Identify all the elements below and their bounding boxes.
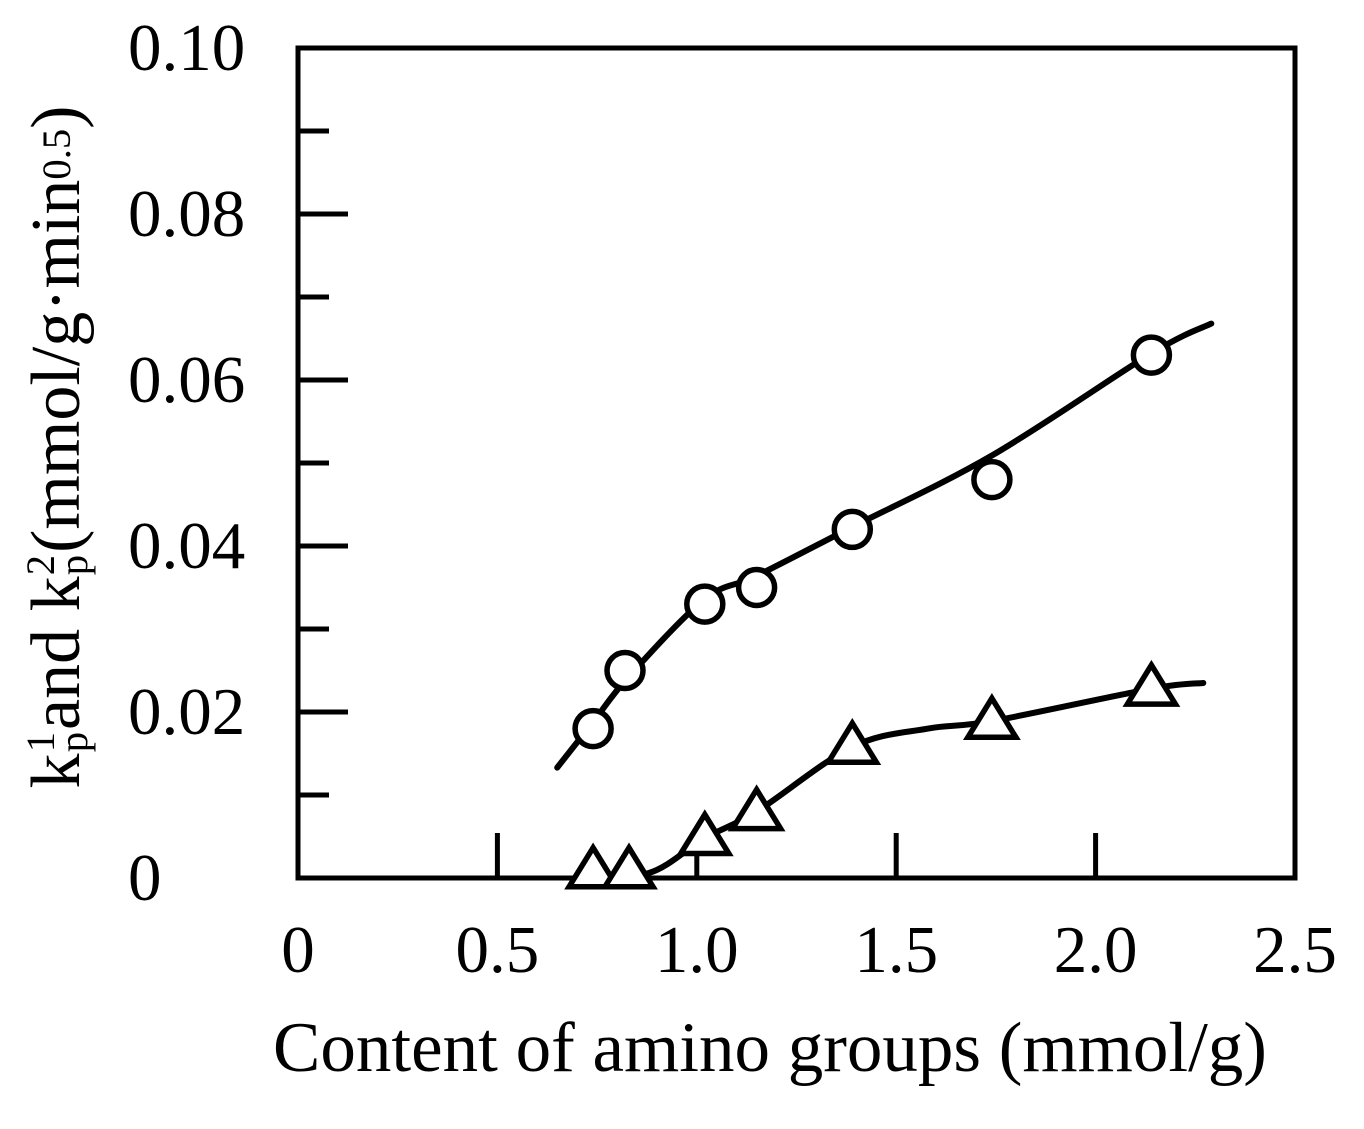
y-tick-label: 0.10	[128, 11, 246, 85]
circle-marker	[604, 649, 646, 692]
x-tick-label: 2.0	[1053, 913, 1138, 987]
y-tick-label: 0.08	[128, 177, 246, 251]
circle-marker	[572, 707, 614, 750]
circle-marker	[971, 458, 1013, 501]
x-tick-label: 1.0	[654, 913, 739, 987]
x-tick-label: 0	[281, 913, 315, 987]
y-tick-label: 0.02	[128, 675, 246, 749]
triangle-marker	[962, 693, 1021, 741]
x-tick-label: 2.5	[1253, 913, 1337, 987]
plot-frame	[295, 45, 1298, 881]
kp1-fit-line	[554, 320, 1215, 771]
y-tick-label: 0	[128, 841, 162, 915]
triangle-marker	[564, 842, 623, 890]
x-axis-title: Content of amino groups (mmol/g)	[273, 1009, 1267, 1087]
circle-marker	[684, 583, 726, 625]
y-tick-label: 0.06	[128, 343, 246, 417]
triangle-marker	[823, 717, 882, 765]
triangle-marker	[727, 784, 786, 832]
circle-marker	[831, 508, 874, 551]
circle-marker	[1130, 334, 1173, 376]
y-tick-label: 0.04	[128, 509, 246, 583]
triangle-marker	[600, 842, 658, 890]
triangle-marker	[675, 809, 734, 857]
circle-marker	[735, 566, 778, 609]
x-tick-label: 0.5	[455, 913, 540, 987]
x-tick-label: 1.5	[854, 913, 939, 987]
triangle-marker	[1122, 659, 1181, 707]
